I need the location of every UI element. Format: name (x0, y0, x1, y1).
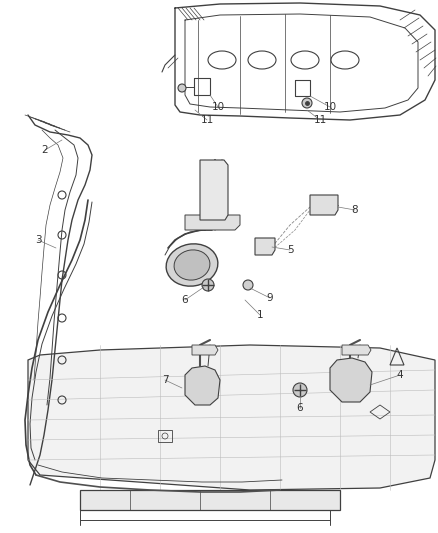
Circle shape (260, 242, 270, 252)
Polygon shape (192, 345, 218, 355)
Circle shape (178, 84, 186, 92)
Polygon shape (342, 345, 371, 355)
Text: 10: 10 (323, 102, 336, 112)
Text: 11: 11 (313, 115, 327, 125)
Text: 5: 5 (287, 245, 293, 255)
Text: 4: 4 (397, 370, 403, 380)
Text: 2: 2 (42, 145, 48, 155)
Ellipse shape (166, 244, 218, 286)
Text: 11: 11 (200, 115, 214, 125)
Circle shape (302, 98, 312, 108)
Polygon shape (200, 160, 228, 220)
Text: 8: 8 (352, 205, 358, 215)
Circle shape (202, 279, 214, 291)
Polygon shape (310, 195, 338, 215)
Text: 10: 10 (212, 102, 225, 112)
Polygon shape (330, 358, 372, 402)
Text: 6: 6 (182, 295, 188, 305)
Text: 7: 7 (162, 375, 168, 385)
Ellipse shape (174, 250, 210, 280)
Text: 3: 3 (35, 235, 41, 245)
Text: 9: 9 (267, 293, 273, 303)
Circle shape (243, 280, 253, 290)
Polygon shape (28, 345, 435, 490)
Circle shape (293, 383, 307, 397)
Polygon shape (185, 215, 240, 230)
Polygon shape (80, 490, 340, 510)
Text: 1: 1 (257, 310, 263, 320)
Polygon shape (255, 238, 275, 255)
Polygon shape (185, 366, 220, 405)
Text: 6: 6 (297, 403, 303, 413)
